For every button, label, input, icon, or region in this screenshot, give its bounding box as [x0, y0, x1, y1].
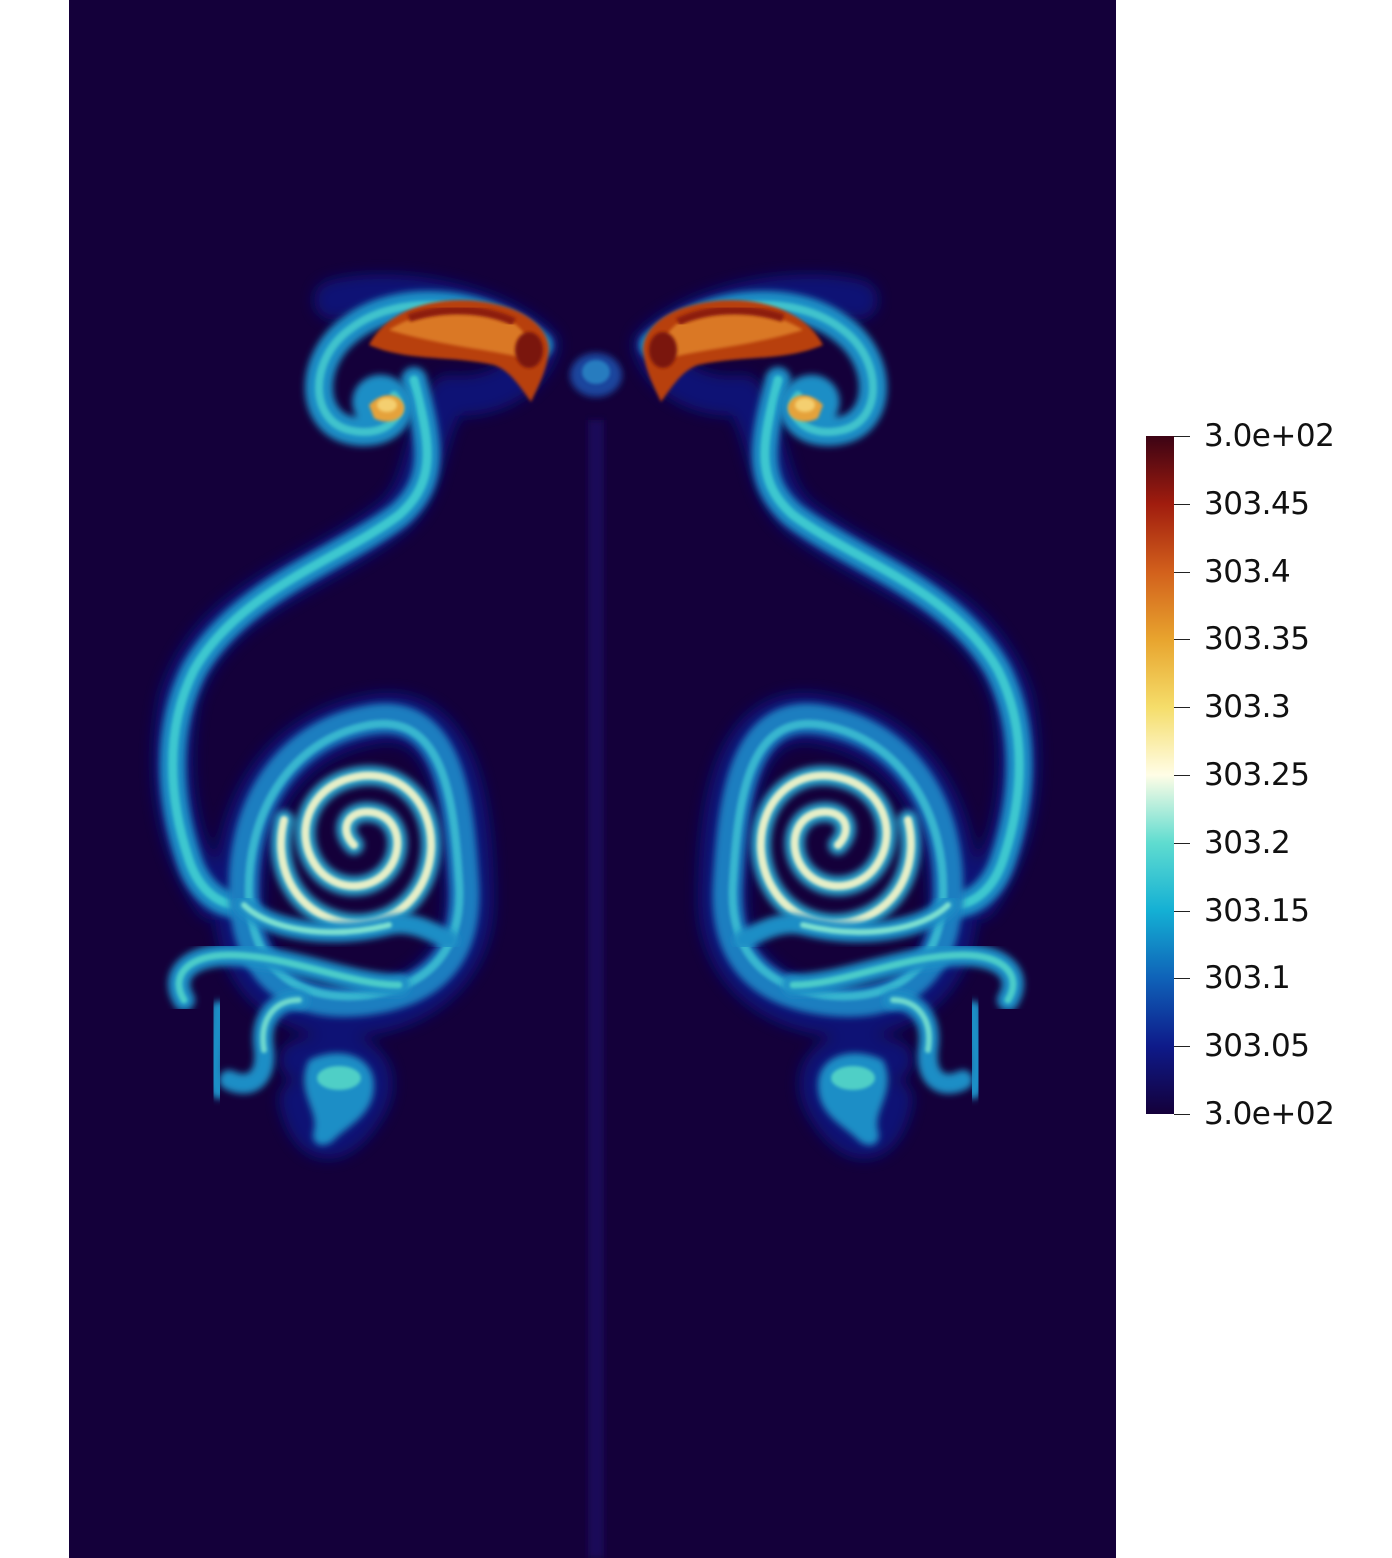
colorbar-tick-label: 303.25: [1204, 757, 1310, 793]
temperature-field-svg: [153, 0, 1116, 1558]
colorbar-tick-mark: [1174, 503, 1190, 505]
colorbar-tick-label: 303.45: [1204, 485, 1310, 522]
colorbar-tick-label: 3.0e+02: [1204, 1096, 1335, 1132]
colorbar-tick-mark: [1174, 1046, 1190, 1048]
colorbar-tick-label: 3.0e+02: [1204, 418, 1335, 454]
colorbar-tick-label: 303.35: [1204, 621, 1310, 658]
colorbar-tick-mark: [1174, 707, 1190, 709]
colorbar-tick-mark: [1174, 978, 1190, 980]
colorbar-tick-mark: [1174, 436, 1190, 437]
lower-finger-4: [205, 1001, 228, 1099]
colorbar-tick-label: 303.15: [1204, 892, 1310, 929]
plume-half-left: [153, 274, 559, 1159]
colorbar: 3.0e+02 303.45 303.4 303.35 303.3 303.25 303.2…: [1146, 418, 1335, 1132]
colorbar-tick-mark: [1174, 571, 1190, 573]
central-stem: [588, 420, 604, 1558]
colorbar-tick-mark: [1174, 910, 1190, 912]
colorbar-tick-mark: [1174, 842, 1190, 844]
colorbar-tick-label: 303.05: [1204, 1028, 1310, 1065]
colorbar-gradient: [1146, 436, 1174, 1114]
colorbar-tick-label: 303.4: [1204, 553, 1291, 590]
colorbar-tick-label: 303.2: [1204, 824, 1291, 861]
center-cap-core: [582, 360, 610, 384]
plume-half-right: [643, 294, 1019, 1145]
colorbar-tick-mark: [1174, 639, 1190, 641]
temperature-field-plot: [69, 0, 1116, 1558]
colorbar-tick-mark: [1174, 775, 1190, 776]
colorbar-tick-label: 303.1: [1204, 960, 1291, 997]
plume-filaments: [159, 291, 553, 1099]
vortex-outline: [228, 703, 480, 1017]
colorbar-tick-mark: [1174, 1114, 1190, 1115]
colorbar-tick-label: 303.3: [1204, 689, 1291, 726]
